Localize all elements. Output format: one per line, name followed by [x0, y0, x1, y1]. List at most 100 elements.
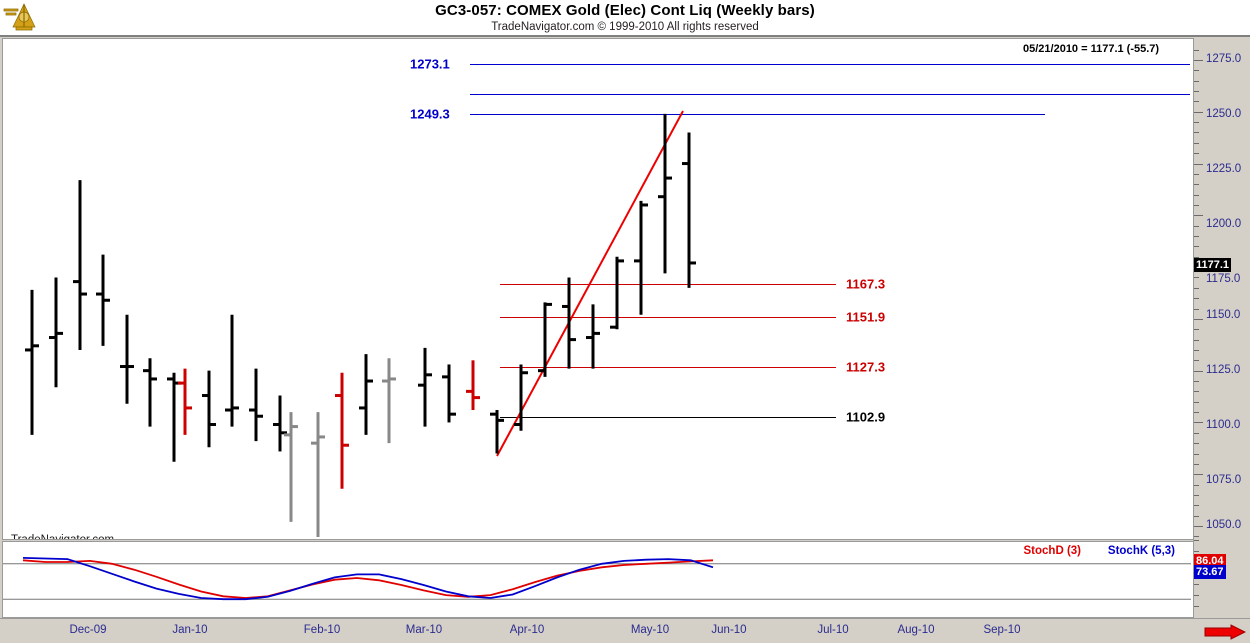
- level-1249-3-left-label: 1249.3: [410, 106, 450, 122]
- price-axis[interactable]: 1275.0 1250.0 1225.0 1200.0 1175.0 1150.0 1125…: [1193, 38, 1250, 616]
- ohlc-bar: [610, 256, 624, 330]
- axis-tick-minor: [1194, 360, 1199, 362]
- axis-tick-minor: [1194, 329, 1199, 331]
- axis-tick-minor: [1194, 432, 1199, 434]
- ohlc-bar: [73, 180, 87, 350]
- ohlc-bar: [120, 314, 134, 404]
- price-axis-label: 1100.0: [1206, 419, 1241, 431]
- price-axis-label: 1075.0: [1206, 474, 1242, 486]
- ohlc-bar: [311, 412, 325, 537]
- level-1127-3[interactable]: [500, 367, 836, 368]
- axis-tick-major: [1194, 111, 1203, 113]
- axis-tick-minor: [1194, 91, 1199, 93]
- ohlc-bar: [249, 368, 263, 442]
- axis-tick-major: [1194, 215, 1203, 217]
- axis-tick-minor: [1194, 142, 1199, 144]
- axis-tick-minor: [1194, 70, 1199, 72]
- axis-tick-minor: [1194, 287, 1199, 289]
- axis-tick-minor: [1194, 49, 1199, 51]
- axis-tick-minor: [1194, 515, 1199, 517]
- axis-tick-major: [1194, 370, 1203, 372]
- axis-tick-minor: [1194, 381, 1199, 383]
- axis-tick-minor: [1194, 80, 1199, 82]
- axis-tick-minor: [1194, 277, 1199, 279]
- level-1249-3[interactable]: [470, 114, 1045, 115]
- sextant-logo-icon: [2, 1, 48, 33]
- level-1151-9-right-label: 1151.9: [846, 309, 886, 325]
- price-readout: 05/21/2010 = 1177.1 (-55.7): [1023, 43, 1160, 55]
- chart-subtitle: TradeNavigator.com © 1999-2010 All right…: [491, 21, 759, 33]
- axis-tick-minor: [1194, 401, 1199, 403]
- ohlc-bar: [225, 314, 239, 427]
- price-axis-label: 1125.0: [1206, 364, 1241, 376]
- chart-title: GC3-057: COMEX Gold (Elec) Cont Liq (Wee…: [435, 2, 815, 19]
- axis-tick-minor: [1194, 256, 1199, 258]
- level-1273-1-left-label: 1273.1: [410, 56, 450, 72]
- level-1167-3-right-label: 1167.3: [846, 276, 886, 292]
- axis-tick-minor: [1194, 584, 1199, 585]
- ohlc-bar: [418, 347, 432, 427]
- level-1258-6[interactable]: [470, 94, 1190, 95]
- date-axis-label: Jan-10: [172, 624, 208, 636]
- axis-tick-minor: [1194, 412, 1199, 414]
- ohlc-bar: [335, 372, 349, 489]
- chart-header: GC3-057: COMEX Gold (Elec) Cont Liq (Wee…: [0, 0, 1250, 37]
- stochd-value-tag: 86.04: [1194, 554, 1226, 568]
- ohlc-bar: [25, 289, 39, 435]
- price-axis-label: 1225.0: [1206, 163, 1242, 175]
- axis-tick-minor: [1194, 246, 1199, 248]
- level-1273-1[interactable]: [470, 64, 1190, 65]
- axis-tick-minor: [1194, 204, 1199, 206]
- axis-tick-minor: [1194, 551, 1199, 552]
- ohlc-bar: [359, 354, 373, 435]
- scroll-forward-arrow-icon[interactable]: [1204, 624, 1246, 640]
- ohlc-bar: [167, 372, 181, 462]
- axis-tick-minor: [1194, 349, 1199, 351]
- level-1127-3-right-label: 1127.3: [846, 359, 886, 375]
- date-axis-label: Jul-10: [817, 624, 849, 636]
- stochd-legend-label: StochD (3): [1023, 545, 1082, 557]
- level-1151-9[interactable]: [500, 317, 836, 318]
- axis-tick-minor: [1194, 236, 1199, 238]
- header-divider: [0, 35, 1250, 37]
- price-axis-label: 1050.0: [1206, 519, 1242, 531]
- axis-tick-major: [1194, 60, 1203, 61]
- price-axis-label: 1150.0: [1206, 309, 1241, 321]
- axis-tick-minor: [1194, 184, 1199, 186]
- axis-tick-minor: [1194, 308, 1199, 310]
- date-axis-label: Aug-10: [897, 624, 935, 636]
- axis-tick-minor: [1194, 339, 1199, 341]
- level-1102-9[interactable]: [500, 417, 836, 418]
- axis-tick-minor: [1194, 505, 1199, 507]
- axis-tick-minor: [1194, 298, 1199, 300]
- date-axis[interactable]: Dec-09 Jan-10 Feb-10 Mar-10 Apr-10 May-10 Jun-…: [0, 618, 1250, 643]
- ohlc-bar: [49, 277, 63, 388]
- uptrend-line[interactable]: [496, 110, 684, 457]
- axis-tick-minor: [1194, 225, 1199, 227]
- ohlc-bar: [490, 410, 504, 454]
- axis-tick-minor: [1194, 463, 1199, 465]
- axis-tick-minor: [1194, 391, 1199, 393]
- date-axis-label: Feb-10: [303, 624, 341, 636]
- axis-tick-minor: [1194, 453, 1199, 455]
- price-pane[interactable]: 05/21/2010 = 1177.1 (-55.7) 1273.11273.2…: [2, 38, 1194, 540]
- ohlc-bar: [538, 302, 552, 377]
- ohlc-bar: [96, 254, 110, 346]
- axis-tick-minor: [1194, 194, 1199, 196]
- price-axis-label: 1200.0: [1206, 218, 1242, 230]
- axis-tick-minor: [1194, 606, 1199, 607]
- last-price-tag: 1177.1: [1194, 258, 1232, 272]
- stochastic-pane[interactable]: StochD (3) StochK (5,3): [2, 541, 1194, 618]
- axis-tick-minor: [1194, 595, 1199, 596]
- ohlc-bar: [178, 368, 192, 435]
- axis-tick-major: [1194, 422, 1203, 424]
- axis-tick-minor: [1194, 540, 1199, 541]
- date-axis-label: Dec-09: [69, 624, 107, 636]
- watermark-label: TradeNavigator.com: [11, 534, 115, 540]
- ohlc-bar: [514, 364, 528, 431]
- ohlc-bar: [143, 358, 157, 427]
- price-axis-label: 1275.0: [1206, 53, 1242, 65]
- level-1167-3[interactable]: [500, 284, 836, 285]
- stochk-legend-label: StochK (5,3): [1107, 545, 1175, 557]
- ohlc-bar: [382, 358, 396, 444]
